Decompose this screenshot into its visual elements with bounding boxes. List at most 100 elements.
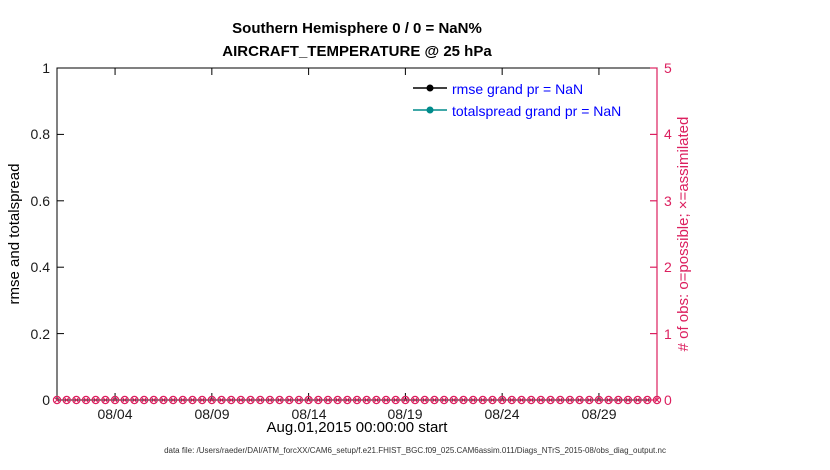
possible-obs-marker <box>507 395 517 405</box>
assimilated-obs-marker <box>112 397 118 403</box>
possible-obs-marker <box>91 395 100 405</box>
y-left-tick-label: 0.4 <box>30 259 50 275</box>
assimilated-obs-marker <box>625 397 631 403</box>
x-tick-label: 08/19 <box>387 406 423 422</box>
possible-obs-marker <box>410 395 420 405</box>
possible-obs-marker <box>168 395 178 405</box>
possible-obs-marker <box>575 395 584 405</box>
possible-obs-marker <box>546 395 555 405</box>
assimilated-obs-marker <box>460 397 467 403</box>
possible-obs-marker <box>439 395 449 405</box>
assimilated-obs-marker <box>228 397 235 403</box>
chart-title: Southern Hemisphere 0 / 0 = NaN% <box>232 20 482 37</box>
possible-obs-marker <box>333 395 342 405</box>
assimilated-obs-marker <box>54 397 60 403</box>
possible-obs-marker <box>294 395 304 405</box>
assimilated-obs-marker <box>170 397 176 403</box>
data-file-caption: data file: /Users/raeder/DAI/ATM_forcXX/… <box>164 446 666 455</box>
possible-obs-marker <box>304 395 313 405</box>
assimilated-obs-marker <box>363 397 370 403</box>
x-tick-label: 08/04 <box>97 406 133 422</box>
possible-obs-marker <box>459 395 468 405</box>
possible-obs-marker <box>323 395 333 405</box>
possible-obs-marker <box>217 395 226 405</box>
possible-obs-marker <box>110 395 120 405</box>
assimilated-obs-marker <box>392 397 399 403</box>
assimilated-obs-marker <box>615 397 622 403</box>
x-tick-label: 08/09 <box>194 406 230 422</box>
possible-obs-marker <box>468 395 478 405</box>
x-tick-label: 08/14 <box>291 406 327 422</box>
possible-obs-marker <box>517 395 526 405</box>
possible-obs-marker <box>362 395 371 405</box>
possible-obs-marker <box>478 395 488 405</box>
assimilated-obs-marker <box>160 397 167 403</box>
possible-obs-marker <box>149 395 158 405</box>
assimilated-obs-marker <box>344 397 351 403</box>
possible-obs-marker <box>81 395 91 405</box>
assimilated-obs-marker <box>508 397 515 403</box>
possible-obs-marker <box>391 395 400 405</box>
possible-obs-marker <box>381 395 391 405</box>
y-left-tick-label: 0 <box>42 392 50 408</box>
possible-obs-marker <box>352 395 362 405</box>
assimilated-obs-marker <box>141 397 147 403</box>
assimilated-obs-marker <box>102 397 109 403</box>
assimilated-obs-marker <box>441 397 447 403</box>
assimilated-obs-marker <box>528 397 535 403</box>
assimilated-obs-marker <box>538 397 544 403</box>
possible-obs-marker <box>120 395 129 405</box>
possible-obs-marker <box>256 395 265 405</box>
y-left-tick-label: 1 <box>42 60 50 76</box>
possible-obs-marker <box>633 395 642 405</box>
possible-obs-marker <box>604 395 613 405</box>
legend-label-rmse: rmse grand pr = NaN <box>452 81 584 97</box>
assimilated-obs-marker <box>257 397 264 403</box>
possible-obs-marker <box>420 395 429 405</box>
y-right-tick-label: 1 <box>664 326 672 342</box>
assimilated-obs-marker <box>121 397 128 403</box>
possible-obs-marker <box>139 395 149 405</box>
assimilated-obs-marker <box>208 397 215 403</box>
assimilated-obs-marker <box>354 397 360 403</box>
possible-obs-marker <box>130 395 139 405</box>
possible-obs-marker <box>623 395 633 405</box>
assimilated-obs-marker <box>470 397 476 403</box>
assimilated-obs-marker <box>654 397 660 403</box>
y-right-tick-label: 5 <box>664 60 672 76</box>
assimilated-obs-marker <box>189 397 196 403</box>
possible-obs-marker <box>197 395 207 405</box>
assimilated-obs-marker <box>325 397 331 403</box>
possible-obs-marker <box>430 395 439 405</box>
possible-obs-marker <box>246 395 255 405</box>
possible-obs-marker <box>643 395 652 405</box>
legend-marker-rmse <box>426 84 434 92</box>
y-right-tick-label: 3 <box>664 193 672 209</box>
assimilated-obs-marker <box>83 397 89 403</box>
assimilated-obs-marker <box>383 397 389 403</box>
assimilated-obs-marker <box>373 397 380 403</box>
possible-obs-marker <box>226 395 236 405</box>
assimilated-obs-marker <box>412 397 418 403</box>
possible-obs-marker <box>178 395 188 405</box>
possible-obs-marker <box>207 395 217 405</box>
assimilated-obs-marker <box>305 397 312 403</box>
possible-obs-marker <box>285 395 294 405</box>
assimilated-obs-marker <box>218 397 225 403</box>
possible-obs-marker <box>372 395 381 405</box>
assimilated-obs-marker <box>605 397 612 403</box>
assimilated-obs-marker <box>567 397 573 403</box>
assimilated-obs-marker <box>479 397 486 403</box>
assimilated-obs-marker <box>576 397 583 403</box>
possible-obs-marker <box>565 395 575 405</box>
assimilated-obs-marker <box>73 397 80 403</box>
x-tick-label: 08/24 <box>484 406 520 422</box>
assimilated-obs-marker <box>199 397 206 403</box>
assimilated-obs-marker <box>518 397 525 403</box>
assimilated-obs-marker <box>557 397 564 403</box>
y-right-tick-label: 4 <box>664 126 672 142</box>
possible-obs-marker <box>72 395 81 405</box>
assimilated-obs-marker <box>267 397 273 403</box>
